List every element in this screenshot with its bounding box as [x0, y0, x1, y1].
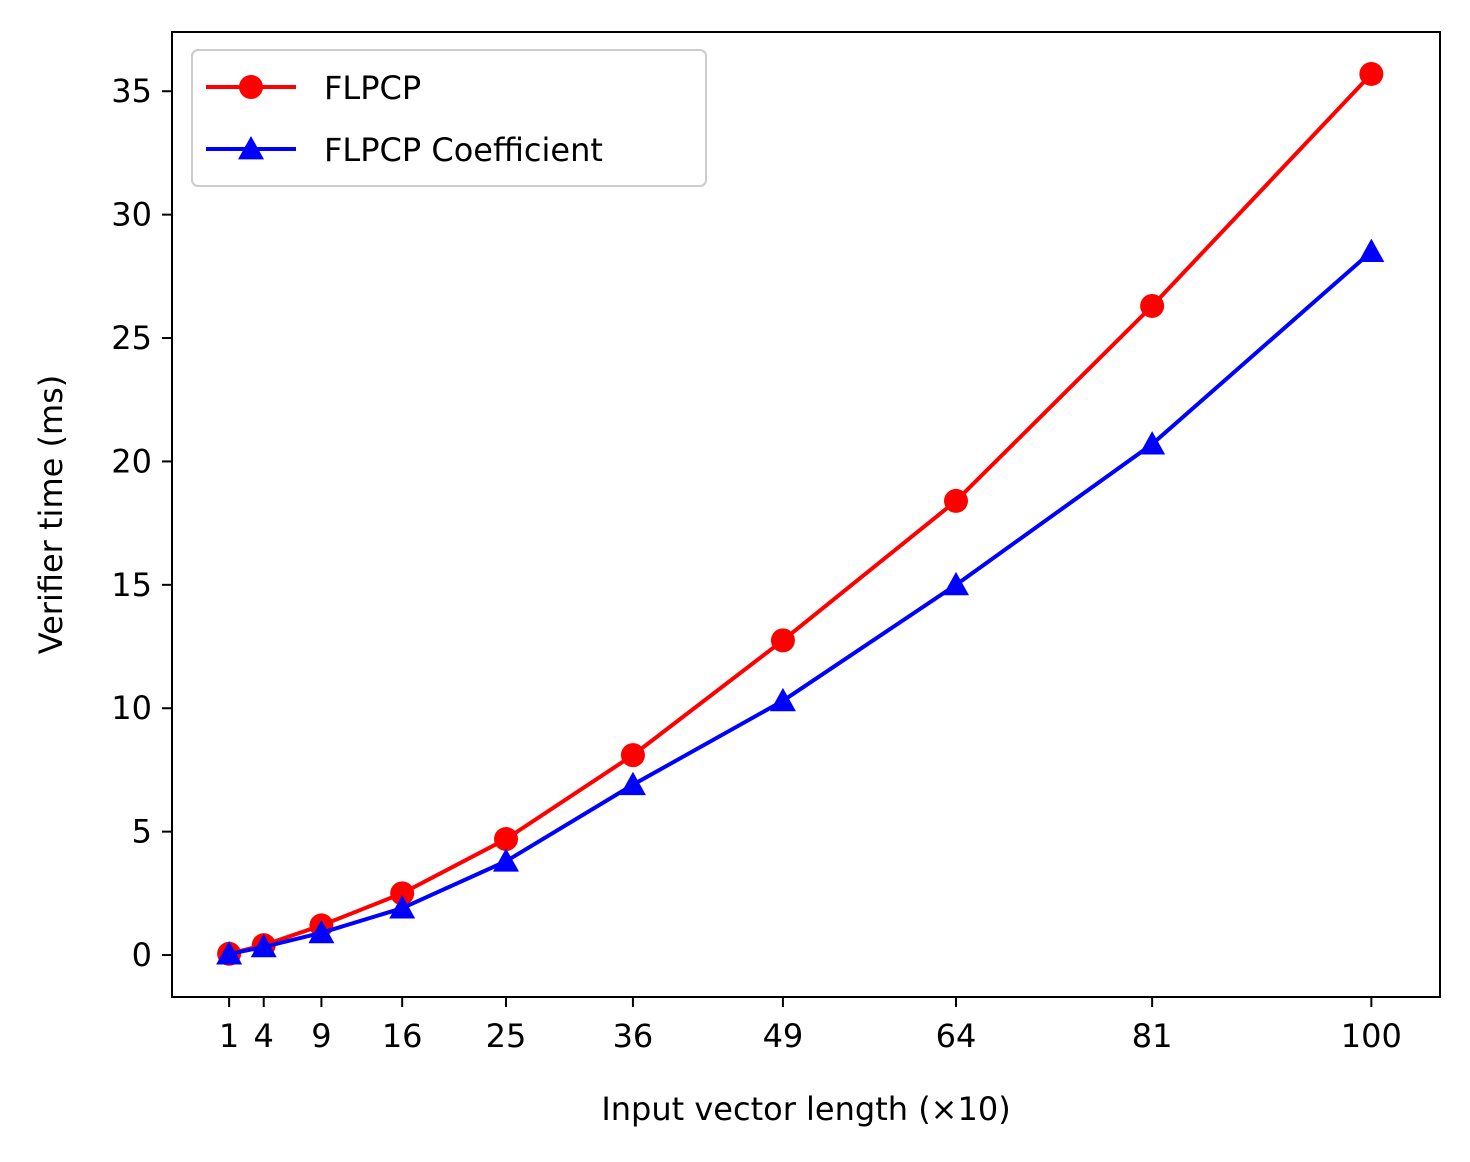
data-point: [216, 941, 243, 965]
series-layer: [216, 61, 1385, 966]
y-axis-ticks: 0 5 10 15 20 25 30 35: [111, 72, 172, 974]
y-axis-label: Verifier time (ms): [32, 375, 70, 655]
x-tick-label: 25: [486, 1017, 527, 1055]
y-tick-label: 25: [111, 319, 152, 357]
axes-frame: [171, 31, 1441, 998]
y-tick-label: 0: [132, 936, 152, 974]
x-tick-label: 36: [613, 1017, 654, 1055]
legend-label: FLPCP Coefficient: [324, 131, 603, 169]
x-tick-label: 81: [1132, 1017, 1173, 1055]
legend-entry-flpcp-coefficient: FLPCP Coefficient: [206, 131, 603, 169]
data-point: [1358, 238, 1385, 263]
y-tick-label: 15: [111, 566, 152, 604]
series-flpcp-coefficient: [216, 238, 1385, 965]
legend-swatch-triangle-marker: [238, 136, 264, 160]
data-point: [1139, 431, 1166, 455]
legend-entry-flpcp: FLPCP: [206, 69, 421, 107]
y-tick-label: 30: [111, 196, 152, 234]
y-tick-label: 35: [111, 72, 152, 110]
y-tick-label: 5: [132, 813, 152, 851]
legend-swatch-circle-marker: [239, 75, 263, 99]
y-tick-label: 10: [111, 689, 152, 727]
x-tick-label: 100: [1341, 1017, 1402, 1055]
x-tick-label: 16: [382, 1017, 423, 1055]
legend-label: FLPCP: [324, 69, 421, 107]
data-point: [389, 895, 416, 919]
data-point: [942, 571, 969, 596]
series-line: [228, 250, 1373, 957]
data-point: [769, 687, 796, 712]
x-tick-label: 9: [311, 1017, 331, 1055]
legend: FLPCP FLPCP Coefficient: [191, 49, 707, 187]
data-point: [943, 488, 968, 513]
data-point: [620, 743, 645, 768]
x-tick-label: 4: [254, 1017, 274, 1055]
x-tick-label: 1: [219, 1017, 239, 1055]
data-point: [619, 771, 646, 796]
x-tick-label: 64: [936, 1017, 977, 1055]
data-point: [1359, 61, 1384, 86]
data-point: [1140, 293, 1165, 318]
x-axis-ticks: 1 4 9 16 25 36 49 64 81 100: [219, 997, 1402, 1055]
data-point: [250, 933, 277, 958]
y-tick-label: 20: [111, 442, 152, 480]
data-point: [493, 848, 520, 872]
data-point: [308, 919, 335, 944]
series-line: [228, 72, 1373, 956]
legend-box: [191, 49, 707, 187]
data-point: [770, 628, 795, 653]
data-point: [494, 827, 519, 852]
x-tick-label: 49: [763, 1017, 804, 1055]
x-axis-label: Input vector length (×10): [601, 1090, 1010, 1128]
data-point: [390, 881, 415, 906]
